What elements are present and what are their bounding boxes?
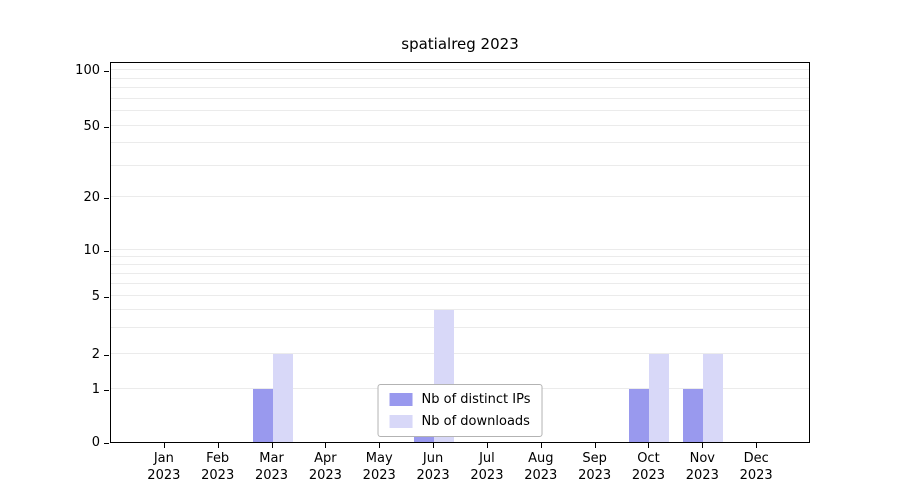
- gridline: [111, 125, 809, 126]
- bar-distinct-ips: [629, 389, 650, 442]
- y-tick-mark: [104, 198, 109, 199]
- x-tick-mark: [702, 443, 704, 448]
- gridline: [111, 69, 809, 70]
- gridline: [111, 327, 809, 329]
- gridline: [111, 353, 809, 354]
- x-tick-label: Dec 2023: [739, 451, 773, 483]
- gridline: [111, 309, 809, 311]
- legend-item-distinct-ips: Nb of distinct IPs: [389, 392, 531, 407]
- gridline: [111, 249, 809, 250]
- gridline: [111, 164, 809, 166]
- y-tick-mark: [104, 297, 109, 298]
- x-tick-mark: [433, 443, 435, 448]
- x-tick-label: Oct 2023: [631, 451, 665, 483]
- x-tick-label: Mar 2023: [254, 451, 289, 483]
- bar-distinct-ips: [252, 389, 273, 442]
- y-tick-mark: [104, 127, 109, 128]
- legend-item-downloads: Nb of downloads: [389, 414, 531, 429]
- bar-distinct-ips: [683, 389, 704, 442]
- y-tick-label: 0: [91, 435, 100, 450]
- y-tick-label: 50: [83, 119, 100, 134]
- gridline: [111, 272, 809, 274]
- y-tick-label: 2: [91, 347, 100, 362]
- x-tick-mark: [163, 443, 165, 448]
- x-tick-label: Apr 2023: [308, 451, 342, 483]
- x-tick-label: May 2023: [362, 451, 396, 483]
- bar-downloads: [649, 354, 670, 442]
- gridline: [111, 97, 809, 99]
- y-tick-label: 20: [83, 190, 100, 205]
- gridline: [111, 196, 809, 197]
- gridline: [111, 282, 809, 284]
- y-tick-label: 10: [83, 243, 100, 258]
- gridline: [111, 263, 809, 265]
- y-tick-label: 100: [75, 63, 100, 78]
- x-tick-mark: [325, 443, 327, 448]
- x-tick-label: Nov 2023: [685, 451, 719, 483]
- gridline: [111, 295, 809, 296]
- x-tick-mark: [379, 443, 381, 448]
- y-tick-mark: [104, 443, 109, 444]
- x-tick-mark: [271, 443, 273, 448]
- y-tick-label: 5: [91, 289, 100, 304]
- bar-downloads: [272, 354, 293, 442]
- plot-area: Nb of distinct IPs Nb of downloads: [110, 62, 810, 443]
- legend-swatch-downloads: [389, 415, 413, 428]
- x-tick-label: Sep 2023: [578, 451, 612, 483]
- x-tick-mark: [756, 443, 758, 448]
- y-tick-mark: [104, 251, 109, 252]
- gridline: [111, 110, 809, 112]
- chart-title: spatialreg 2023: [401, 35, 519, 53]
- legend-label-downloads: Nb of downloads: [421, 414, 530, 429]
- x-tick-label: Jul 2023: [470, 451, 504, 483]
- gridline: [111, 142, 809, 144]
- bar-downloads: [703, 354, 724, 442]
- x-tick-label: Feb 2023: [201, 451, 235, 483]
- legend-label-distinct-ips: Nb of distinct IPs: [421, 392, 531, 407]
- gridline: [111, 256, 809, 257]
- y-tick-label: 1: [91, 382, 100, 397]
- x-tick-mark: [648, 443, 650, 448]
- gridline: [111, 87, 809, 89]
- x-tick-label: Jan 2023: [147, 451, 181, 483]
- x-tick-mark: [540, 443, 542, 448]
- y-tick-mark: [104, 355, 109, 356]
- y-tick-mark: [104, 71, 109, 72]
- x-tick-mark: [486, 443, 488, 448]
- gridline: [111, 77, 809, 79]
- legend: Nb of distinct IPs Nb of downloads: [377, 384, 543, 437]
- x-tick-mark: [594, 443, 596, 448]
- x-tick-label: Aug 2023: [524, 451, 558, 483]
- legend-swatch-distinct-ips: [389, 393, 413, 406]
- y-tick-mark: [104, 390, 109, 391]
- x-tick-mark: [217, 443, 219, 448]
- x-tick-label: Jun 2023: [416, 451, 450, 483]
